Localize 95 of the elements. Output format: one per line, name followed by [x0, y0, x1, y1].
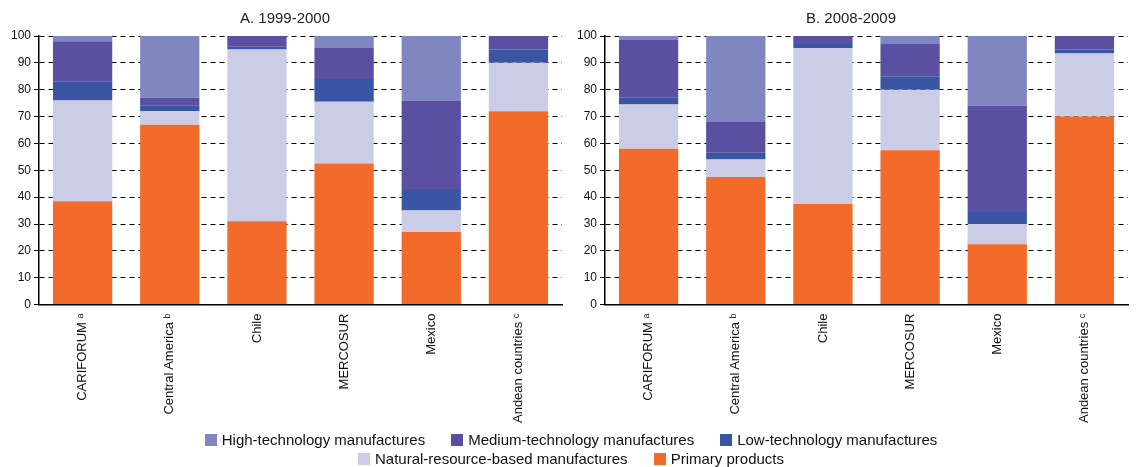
bar: [793, 44, 853, 49]
bar: [967, 36, 1027, 106]
bar: [314, 78, 374, 102]
bar: [314, 36, 374, 49]
x-tick-label: Chile: [814, 313, 830, 344]
y-tick-label: 0: [24, 296, 32, 311]
bar: [967, 211, 1027, 225]
legend-label: High-technology manufactures: [221, 430, 426, 449]
bar: [140, 105, 200, 112]
chart-title: A. 1999-2000: [239, 9, 331, 27]
bar: [227, 49, 287, 222]
bar: [880, 76, 940, 90]
x-tick-label: Chile: [248, 313, 264, 344]
bar: [314, 101, 374, 164]
bar: [52, 201, 113, 305]
bar: [618, 40, 679, 98]
y-tick-label: 60: [583, 135, 598, 150]
bar: [52, 41, 113, 82]
bar: [488, 62, 549, 112]
bar: [967, 105, 1027, 212]
legend-label: Low-technology manufactures: [737, 430, 938, 449]
bar: [793, 48, 853, 204]
y-tick-label: 70: [17, 108, 32, 123]
x-tick-label: MERCOSUR: [901, 313, 917, 390]
bar: [618, 148, 679, 305]
bar: [1054, 49, 1115, 54]
bar: [314, 163, 374, 305]
y-tick-label: 60: [17, 135, 32, 150]
bar: [140, 111, 200, 125]
y-tick-label: 30: [17, 216, 32, 231]
y-tick-label: 40: [17, 189, 32, 204]
y-tick-label: 80: [17, 82, 32, 97]
bar: [967, 244, 1027, 305]
y-tick-label: 40: [583, 189, 598, 204]
bar: [880, 150, 940, 305]
bar: [1054, 53, 1115, 117]
bar: [880, 36, 940, 45]
bar: [52, 81, 113, 101]
x-tick-label: CARIFORUM ᵃ: [640, 313, 656, 401]
bar: [140, 97, 200, 106]
y-tick-label: 30: [583, 216, 598, 231]
chart-title: B. 2008-2009: [805, 9, 897, 27]
y-tick-label: 10: [583, 270, 598, 285]
bar: [314, 48, 374, 79]
bar: [1054, 36, 1115, 50]
bar: [880, 89, 940, 151]
x-tick-label: Mexico: [988, 313, 1004, 355]
legend-label: Natural-resource-based manufactures: [375, 449, 628, 467]
bar: [706, 36, 766, 122]
x-tick-label: Andean countries ᶜ: [1076, 313, 1091, 424]
bar: [401, 100, 461, 190]
y-tick-label: 50: [583, 162, 598, 177]
x-tick-label: MERCOSUR: [335, 313, 351, 390]
x-tick-label: Central America ᵇ: [161, 313, 177, 415]
bar: [706, 159, 766, 178]
legend-label: Primary products: [670, 449, 784, 467]
bar: [793, 203, 853, 305]
y-tick-label: 90: [17, 55, 32, 70]
bar: [52, 100, 113, 202]
y-tick-label: 0: [590, 296, 598, 311]
bar: [401, 232, 461, 305]
bar: [401, 36, 461, 101]
bar: [967, 224, 1027, 245]
bar: [227, 36, 287, 47]
bar: [52, 36, 113, 42]
y-tick-label: 90: [583, 55, 598, 70]
bar: [227, 221, 287, 305]
x-tick-label: Andean countries ᶜ: [510, 313, 525, 424]
bar: [1054, 116, 1115, 305]
x-tick-label: Central America ᵇ: [727, 313, 743, 415]
bar: [401, 210, 461, 233]
bar: [618, 36, 679, 41]
bar: [793, 36, 853, 45]
bar: [140, 36, 200, 98]
bar: [488, 36, 549, 50]
bar: [488, 49, 549, 63]
y-tick-label: 50: [17, 162, 32, 177]
y-tick-label: 20: [17, 243, 32, 258]
bar: [880, 44, 940, 77]
y-tick-label: 20: [583, 243, 598, 258]
x-tick-label: Mexico: [422, 313, 438, 355]
legend-label: Medium-technology manufactures: [468, 430, 695, 449]
y-tick-label: 100: [576, 28, 598, 43]
bar: [488, 111, 549, 305]
bar: [706, 177, 766, 305]
bar: [706, 152, 766, 160]
bar: [618, 104, 679, 149]
y-tick-label: 80: [583, 82, 598, 97]
y-tick-label: 100: [10, 28, 32, 43]
bar: [401, 189, 461, 211]
bar: [706, 121, 766, 153]
y-tick-label: 10: [17, 270, 32, 285]
y-tick-label: 70: [583, 108, 598, 123]
bar: [140, 124, 200, 305]
x-tick-label: CARIFORUM ᵃ: [74, 313, 90, 401]
